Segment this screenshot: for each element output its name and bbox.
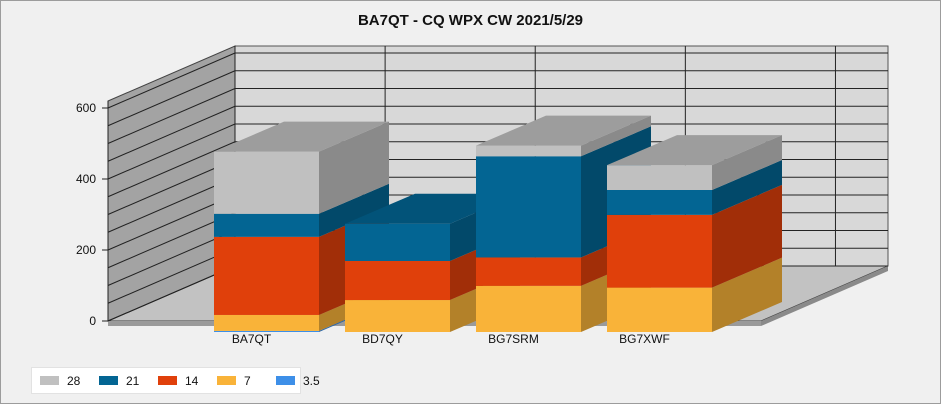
legend-label: 14	[185, 373, 199, 388]
legend-item: 7	[217, 374, 264, 388]
bar-BG7XWF-28	[607, 165, 712, 190]
side-gridline	[107, 194, 236, 251]
x-tick-label: BG7SRM	[488, 332, 539, 346]
legend-label: 7	[244, 373, 251, 388]
legend-item: 3.5	[276, 374, 323, 388]
bar-side-28	[712, 135, 782, 190]
bar-side-21	[319, 183, 389, 237]
legend-label: 21	[126, 373, 140, 388]
legend-label: 3.5	[303, 373, 320, 388]
bar-BD7QY-7	[345, 300, 450, 332]
bar-BD7QY-21	[345, 223, 450, 261]
side-gridline	[107, 265, 236, 322]
chart-legend: 28 21 14 7 3.5	[31, 367, 320, 394]
legend-swatch	[40, 376, 59, 385]
side-gridline	[107, 141, 236, 198]
y-tick-label: 600	[76, 101, 96, 115]
x-tick-label: BA7QT	[232, 332, 272, 346]
bar-side-28	[319, 121, 389, 214]
legend-swatch	[158, 376, 177, 385]
side-gridline	[107, 176, 236, 233]
bar-side-21	[712, 160, 782, 215]
bar-BG7XWF-14	[607, 214, 712, 288]
bar-BG7SRM-14	[476, 257, 581, 286]
legend-swatch	[99, 376, 118, 385]
y-tick-label: 400	[76, 172, 96, 186]
side-gridline	[107, 52, 236, 109]
y-tick-label: 0	[89, 314, 96, 328]
bar-BA7QT-3.5	[214, 330, 319, 332]
floor-side-edge	[761, 266, 888, 326]
bar-top-BG7SRM	[476, 115, 651, 146]
bar-BA7QT-14	[214, 236, 319, 315]
side-gridline	[107, 70, 236, 127]
bar-BA7QT-21	[214, 213, 319, 237]
bar-side-14	[712, 184, 782, 288]
side-gridline	[107, 247, 236, 304]
x-tick-label: BG7XWF	[619, 332, 670, 346]
bar-BA7QT-28	[214, 151, 319, 214]
side-gridline	[107, 159, 236, 215]
bar-top-BA7QT	[214, 121, 389, 152]
legend-label: 28	[67, 373, 81, 388]
bar-BG7SRM-21	[476, 156, 581, 258]
x-tick-label: BD7QY	[362, 332, 403, 346]
legend-item: 28	[40, 374, 87, 388]
bar-BA7QT-7	[214, 314, 319, 331]
side-gridline	[107, 105, 236, 162]
legend-swatch	[217, 376, 236, 385]
side-gridline	[107, 212, 236, 269]
legend-item: 14	[158, 374, 205, 388]
side-gridline	[107, 123, 236, 180]
bar-side-7	[712, 257, 782, 332]
y-tick-label: 200	[76, 243, 96, 257]
bar-BG7SRM-7	[476, 285, 581, 332]
bar-side-28	[581, 115, 651, 157]
side-gridline	[107, 88, 236, 144]
bar-top-BG7XWF	[607, 135, 782, 166]
bar-BG7XWF-21	[607, 190, 712, 215]
side-gridline	[107, 230, 236, 286]
chart-title: BA7QT - CQ WPX CW 2021/5/29	[357, 12, 584, 29]
legend-swatch	[276, 376, 295, 385]
bar-BG7XWF-7	[607, 287, 712, 332]
bar-BD7QY-14	[345, 261, 450, 301]
bar-BG7SRM-28	[476, 145, 581, 157]
legend-item: 21	[99, 374, 146, 388]
